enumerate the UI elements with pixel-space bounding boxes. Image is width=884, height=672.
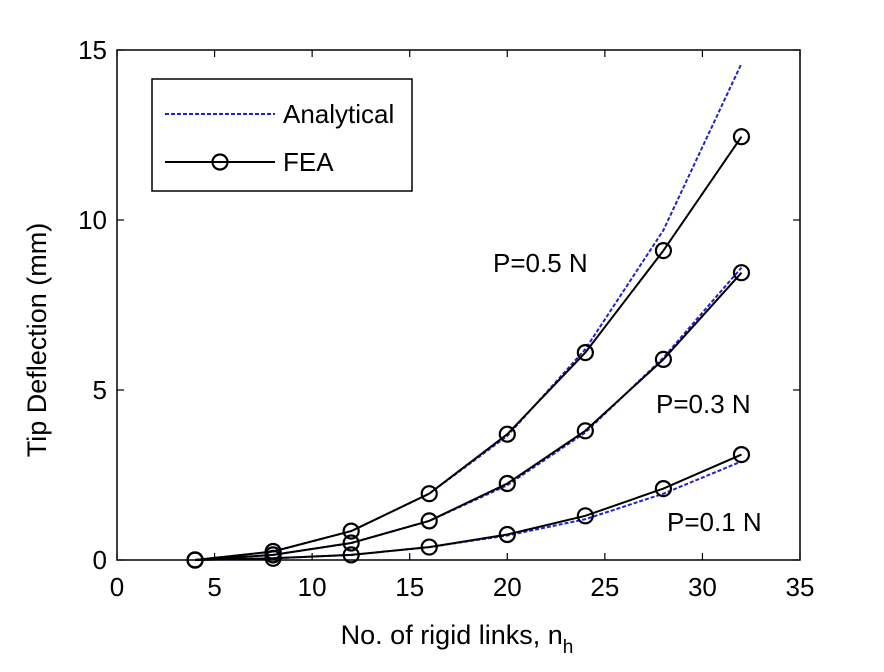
legend-fea-marker xyxy=(211,153,229,171)
fea-point-p05 xyxy=(654,242,673,260)
x-tick-label: 5 xyxy=(207,572,221,602)
x-tick-label: 30 xyxy=(688,572,717,602)
fea-point-p05 xyxy=(420,485,438,503)
fea-point-p03 xyxy=(576,422,594,440)
annotations: P=0.5 N P=0.3 N P=0.1 N xyxy=(493,248,762,537)
fea-point-p03 xyxy=(420,512,438,530)
fea-point-p01 xyxy=(654,480,673,498)
fea-point-p01 xyxy=(420,538,438,556)
series-fea-p05 xyxy=(194,136,743,561)
fea-point-p01 xyxy=(186,551,204,569)
y-tick-label: 5 xyxy=(93,375,107,405)
x-axis-title-main: No. of rigid links, n xyxy=(341,620,563,650)
x-tick-label: 25 xyxy=(590,572,619,602)
x-tick-label: 35 xyxy=(786,572,815,602)
series-fea-p01 xyxy=(195,453,742,561)
x-tick-label: 15 xyxy=(395,572,424,602)
x-tick-label: 0 xyxy=(110,572,124,602)
fea-point-p03 xyxy=(654,350,673,368)
fea-point-p03 xyxy=(498,474,516,493)
plot-area xyxy=(186,63,751,569)
annotation-label: P=0.1 N xyxy=(667,507,762,537)
y-tick-label: 15 xyxy=(78,35,107,65)
fea-point-p05 xyxy=(498,425,516,443)
annotation-label: P=0.5 N xyxy=(493,248,588,278)
legend-fea-label: FEA xyxy=(283,147,334,177)
fea-point-p01 xyxy=(264,549,282,567)
plot-frame xyxy=(116,49,801,561)
x-axis-title: No. of rigid links, nh xyxy=(341,620,574,658)
fea-point-p01 xyxy=(576,507,594,525)
axes: 0 5 10 15 20 25 30 35 0 5 10 15 xyxy=(78,35,814,602)
annotation-label: P=0.3 N xyxy=(656,389,751,419)
y-tick-label: 0 xyxy=(93,545,107,575)
x-tick-label: 20 xyxy=(493,572,522,602)
x-tick-label: 10 xyxy=(298,572,327,602)
y-tick-label: 10 xyxy=(78,205,107,235)
legend: Analytical FEA xyxy=(151,78,413,192)
series-fea-p03 xyxy=(195,272,743,561)
fea-point-p05 xyxy=(342,522,360,540)
legend-analytical-label: Analytical xyxy=(283,99,394,129)
fea-point-p05 xyxy=(576,344,594,362)
fea-point-p05 xyxy=(732,128,751,146)
y-axis-title: Tip Deflection (mm) xyxy=(22,223,52,458)
fea-point-p01 xyxy=(732,446,751,464)
x-axis-title-subscript: h xyxy=(563,637,574,658)
fea-point-p01 xyxy=(498,525,516,544)
fea-point-p01 xyxy=(342,546,360,564)
legend-box xyxy=(151,78,413,192)
fea-point-p03 xyxy=(342,534,360,552)
fea-point-p03 xyxy=(732,264,751,282)
